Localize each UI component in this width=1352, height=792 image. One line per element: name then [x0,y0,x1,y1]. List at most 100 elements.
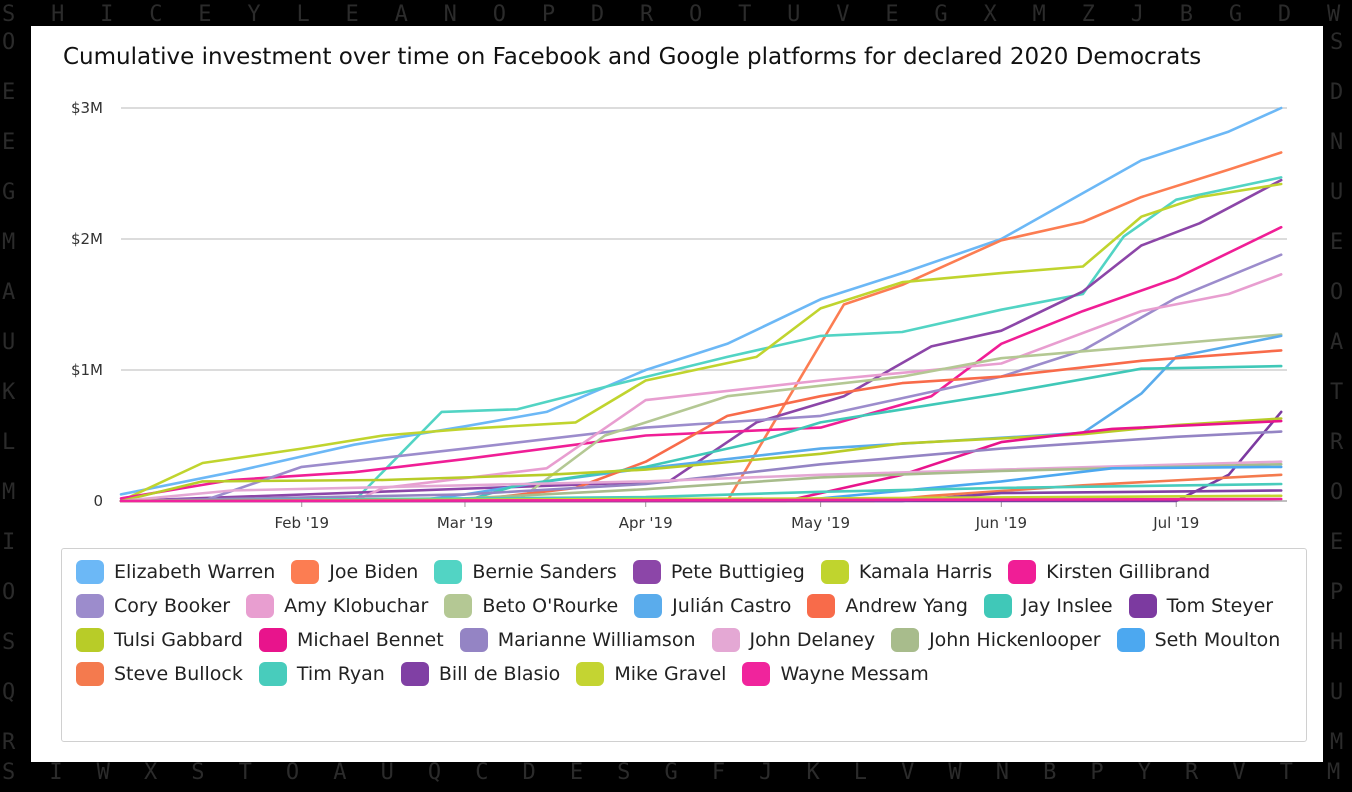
frame-letter: A [2,280,16,305]
legend-label: Seth Moulton [1154,628,1281,651]
legend-label: Steve Bullock [114,662,243,685]
frame-letter: J [759,760,773,785]
legend-item[interactable]: Kirsten Gillibrand [1008,559,1210,584]
frame-letter: Q [2,680,16,705]
frame-letter: U [2,330,16,355]
legend-item[interactable]: Elizabeth Warren [76,559,275,584]
frame-letter: A [333,760,347,785]
legend-label: Beto O'Rourke [482,594,619,617]
legend-item[interactable]: Marianne Williamson [459,627,696,652]
frame-letter: T [1330,380,1344,405]
legend-swatch [711,627,740,652]
legend-label: Tulsi Gabbard [114,628,243,651]
frame-letter: U [1330,180,1344,205]
series-line [119,182,1283,503]
legend-swatch [1128,593,1157,618]
frame-letter: X [143,760,158,785]
frame-letter: K [2,380,16,405]
legend-item[interactable]: Joe Biden [291,559,418,584]
legend-item[interactable]: Bill de Blasio [400,661,560,686]
legend-item[interactable]: John Hickenlooper [891,627,1101,652]
legend-item[interactable]: Tim Ryan [258,661,385,686]
legend-item[interactable]: Jay Inslee [983,593,1113,618]
legend-swatch [1008,559,1037,584]
legend-item[interactable]: John Delaney [711,627,876,652]
frame-letter: N [1330,130,1344,155]
frame-letter: I [2,530,16,555]
frame-letter: D [1277,2,1292,27]
x-tick-label: May '19 [791,514,850,532]
frame-letter: O [492,2,506,27]
frame-letter: V [1232,760,1246,785]
legend-item[interactable]: Tulsi Gabbard [76,627,243,652]
x-tick-label: Jun '19 [975,514,1027,532]
frame-letter: P [541,2,556,27]
series-line [119,176,1283,503]
legend-label: Marianne Williamson [497,628,696,651]
frame-letter: E [198,2,212,27]
y-tick-label: 0 [93,492,103,510]
legend-label: Wayne Messam [780,662,929,685]
legend-swatch [434,559,463,584]
x-tick-label: Mar '19 [437,514,493,532]
x-tick-label: Feb '19 [274,514,329,532]
frame-letter: O [1330,480,1344,505]
legend-item[interactable]: Julián Castro [634,593,791,618]
legend-label: John Hickenlooper [929,628,1101,651]
legend-item[interactable]: Andrew Yang [807,593,968,618]
legend-item[interactable]: Seth Moulton [1116,627,1281,652]
legend-item[interactable]: Tom Steyer [1128,593,1273,618]
frame-letter: U [787,2,801,27]
legend-label: Michael Bennet [296,628,444,651]
frame-letter: A [1330,330,1344,355]
frame-letter: N [443,2,457,27]
series-line [119,178,1283,503]
legend-item[interactable]: Beto O'Rourke [444,593,618,618]
legend-swatch [891,627,920,652]
frame-letter: E [885,2,899,27]
legend-swatch [459,627,488,652]
legend-item[interactable]: Bernie Sanders [434,559,617,584]
series-line [119,106,1283,496]
frame-letter: H [51,2,65,27]
frame-letter: S [2,630,16,655]
frame-letter: I [100,2,114,27]
frame-letter: C [149,2,163,27]
frame-letter: L [853,760,868,785]
frame-letter: B [1179,2,1194,27]
frame-letter: Q [427,760,442,785]
series-line [119,151,1283,503]
frame-letter: R [2,730,16,755]
frame-letter: O [2,30,16,55]
frame-letter: U [380,760,394,785]
frame-letter: J [1130,2,1144,27]
frame-letter: G [1228,2,1243,27]
legend-item[interactable]: Cory Booker [76,593,230,618]
frame-letter: M [1330,730,1344,755]
frame-letter: S [1330,30,1344,55]
legend-item[interactable]: Michael Bennet [258,627,444,652]
legend-item[interactable]: Mike Gravel [576,661,726,686]
legend-swatch [820,559,849,584]
legend-swatch [76,661,104,686]
frame-letter: E [345,2,359,27]
legend-swatch [291,559,320,584]
frame-letter: W [96,760,110,785]
frame-letter: E [1330,230,1344,255]
legend-label: Pete Buttigieg [670,560,805,583]
legend-item[interactable]: Pete Buttigieg [632,559,805,584]
legend-item[interactable]: Amy Klobuchar [246,593,428,618]
frame-letter: G [2,180,16,205]
series-line [119,273,1283,503]
legend-label: Kirsten Gillibrand [1046,560,1211,583]
x-tick-label: Apr '19 [619,514,673,532]
legend-item[interactable]: Steve Bullock [76,661,243,686]
legend-item[interactable]: Wayne Messam [742,661,929,686]
frame-letter: M [2,480,16,505]
legend-label: Amy Klobuchar [284,594,429,617]
y-tick-label: $3M [71,99,103,117]
frame-letter: O [1330,280,1344,305]
legend-item[interactable]: Kamala Harris [820,559,992,584]
legend-label: John Delaney [749,628,876,651]
frame-letter: O [285,760,300,785]
